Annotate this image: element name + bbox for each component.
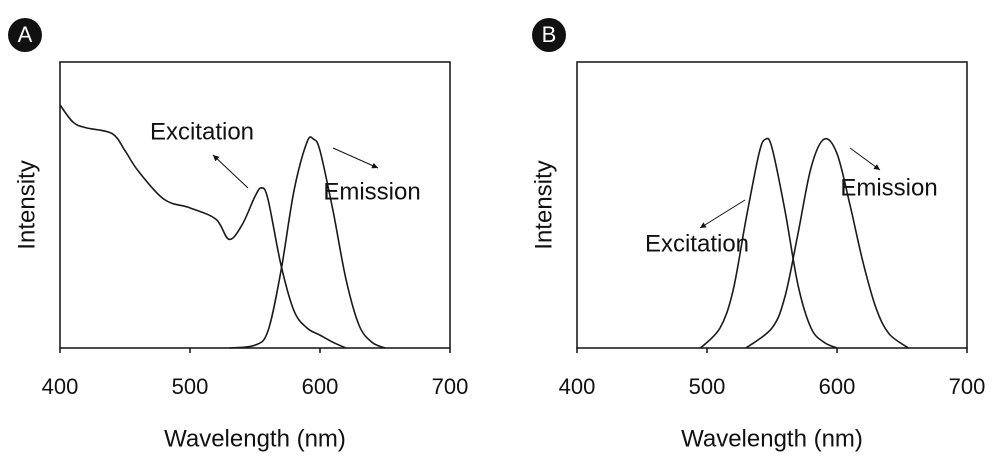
x-tick-label: 700 [949,374,986,399]
x-tick-label: 600 [302,374,339,399]
x-tick-label: 500 [172,374,209,399]
y-axis-label: Intensity [13,160,40,249]
series-line [699,137,838,349]
series-line [59,104,347,349]
panel-label: A [18,22,33,47]
x-axis-label: Wavelength (nm) [164,425,346,452]
x-tick-label: 700 [432,374,469,399]
series-annotation: Emission [840,174,937,201]
x-tick-label: 600 [819,374,856,399]
panel-label: B [542,22,557,47]
annotation-arrow [212,154,249,189]
x-axis-label: Wavelength (nm) [681,425,863,452]
y-axis-label: Intensity [530,160,557,249]
x-tick-label: 500 [689,374,726,399]
annotation-arrow [849,147,881,171]
series-line [745,137,909,349]
x-tick-label: 400 [559,374,596,399]
series-annotation: Emission [323,178,420,205]
annotation-arrow [699,199,746,229]
annotation-arrow [332,147,379,169]
plot-frame [576,61,968,349]
x-tick-label: 400 [42,374,79,399]
panel-badge [532,18,566,52]
series-annotation: Excitation [645,230,749,257]
plot-frame [59,61,451,349]
series-annotation: Excitation [150,118,254,145]
panel-badge [8,18,42,52]
series-line [228,136,386,349]
